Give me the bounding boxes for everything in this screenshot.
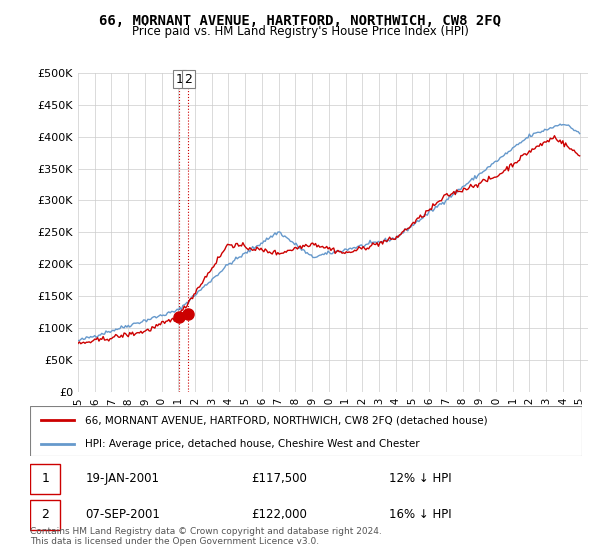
- Text: 16% ↓ HPI: 16% ↓ HPI: [389, 508, 451, 521]
- FancyBboxPatch shape: [30, 464, 61, 494]
- Text: 19-JAN-2001: 19-JAN-2001: [85, 472, 159, 486]
- Text: £122,000: £122,000: [251, 508, 307, 521]
- Text: 12% ↓ HPI: 12% ↓ HPI: [389, 472, 451, 486]
- Text: 07-SEP-2001: 07-SEP-2001: [85, 508, 160, 521]
- Text: Price paid vs. HM Land Registry's House Price Index (HPI): Price paid vs. HM Land Registry's House …: [131, 25, 469, 38]
- Text: Contains HM Land Registry data © Crown copyright and database right 2024.
This d: Contains HM Land Registry data © Crown c…: [30, 526, 382, 546]
- Text: 2: 2: [184, 73, 192, 86]
- FancyBboxPatch shape: [30, 406, 582, 456]
- Text: 66, MORNANT AVENUE, HARTFORD, NORTHWICH, CW8 2FQ: 66, MORNANT AVENUE, HARTFORD, NORTHWICH,…: [99, 14, 501, 28]
- Text: 1: 1: [41, 472, 49, 486]
- FancyBboxPatch shape: [30, 500, 61, 530]
- Text: 66, MORNANT AVENUE, HARTFORD, NORTHWICH, CW8 2FQ (detached house): 66, MORNANT AVENUE, HARTFORD, NORTHWICH,…: [85, 415, 488, 425]
- Text: 1: 1: [175, 73, 183, 86]
- Text: 2: 2: [41, 508, 49, 521]
- Text: HPI: Average price, detached house, Cheshire West and Chester: HPI: Average price, detached house, Ches…: [85, 439, 420, 449]
- Text: £117,500: £117,500: [251, 472, 307, 486]
